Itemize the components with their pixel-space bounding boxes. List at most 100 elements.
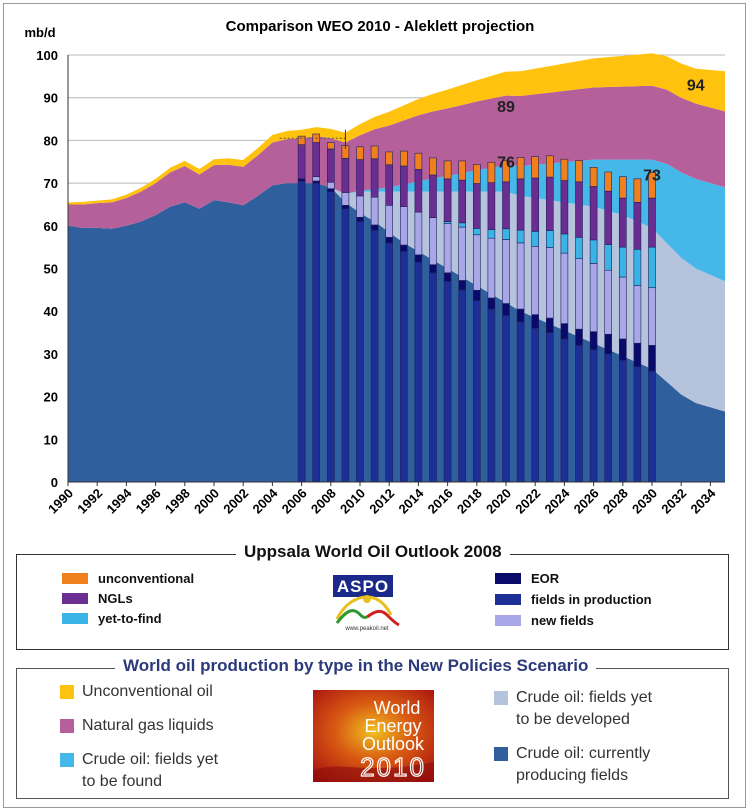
uwo-legend-title: Uppsala World Oil Outlook 2008: [236, 542, 510, 562]
weo-2010-logo: World Energy Outlook 2010: [313, 690, 434, 782]
x-tick-2016: 2016: [425, 486, 456, 517]
uwo-right-legend-item-0: EOR: [495, 571, 559, 586]
aspo-logo-text: ASPO: [337, 577, 389, 596]
uwo-bar-segment-0: [385, 242, 394, 483]
uwo-bar-segment-4: [414, 169, 423, 213]
uwo-bar-2008: [326, 142, 335, 483]
y-tick-70: 70: [44, 176, 58, 191]
uwo-bar-segment-5: [560, 158, 569, 181]
uwo-bar-2019: [487, 161, 496, 483]
uwo-left-legend-item-1: NGLs: [62, 591, 133, 606]
uwo-bar-segment-3: [458, 222, 467, 228]
uwo-bar-segment-2: [560, 252, 569, 324]
uwo-bar-segment-1: [531, 314, 540, 329]
uwo-left-legend-label-0: unconventional: [98, 571, 195, 586]
uwo-bar-segment-2: [326, 181, 335, 189]
weo-right-legend-label-1: Crude oil: currently producing fields: [516, 745, 651, 784]
weo-right-legend-label-0: Crude oil: fields yet to be developed: [516, 689, 653, 728]
uwo-bar-segment-1: [414, 254, 423, 263]
uwo-bar-segment-3: [575, 237, 583, 259]
uwo-left-legend-item-0: unconventional: [62, 571, 194, 586]
uwo-bar-segment-5: [633, 178, 642, 203]
uwo-bar-segment-1: [429, 264, 437, 274]
uwo-left-legend-swatch-2: [62, 613, 88, 624]
x-tick-2026: 2026: [571, 486, 602, 517]
uwo-bar-2020: [502, 160, 510, 483]
uwo-bar-segment-1: [516, 308, 525, 323]
uwo-bar-segment-0: [618, 360, 627, 483]
uwo-bar-segment-1: [341, 205, 350, 210]
weo-logo-line1: World: [374, 698, 421, 718]
uwo-bar-segment-3: [618, 246, 627, 278]
uwo-bar-2018: [472, 164, 481, 483]
uwo-bar-segment-4: [589, 186, 598, 241]
uwo-bar-2022: [531, 156, 540, 483]
y-tick-50: 50: [44, 262, 58, 277]
uwo-right-legend-label-2: new fields: [531, 613, 594, 628]
uwo-bar-segment-5: [458, 160, 467, 181]
x-tick-2034: 2034: [687, 485, 719, 517]
uwo-bar-segment-4: [516, 178, 525, 231]
uwo-bar-segment-1: [560, 323, 569, 340]
uwo-bar-segment-2: [312, 176, 321, 182]
uwo-bar-segment-5: [618, 176, 627, 199]
uwo-bar-segment-1: [545, 317, 554, 333]
weo-left-legend-swatch-2: [60, 753, 74, 767]
uwo-bar-segment-2: [443, 223, 452, 274]
annotations: 89 94 76 73: [497, 78, 705, 185]
uwo-bar-2014: [414, 152, 423, 483]
uwo-bar-segment-1: [648, 345, 656, 372]
uwo-bar-segment-1: [618, 338, 627, 361]
uwo-bar-segment-0: [545, 332, 554, 483]
y-tick-30: 30: [44, 347, 58, 362]
annotation-1: 94: [687, 78, 705, 95]
uwo-bar-segment-2: [341, 192, 350, 206]
weo-right-legend-swatch-1: [494, 747, 508, 761]
uwo-bar-segment-0: [370, 229, 379, 483]
uwo-bar-segment-1: [575, 328, 583, 346]
uwo-bar-segment-3: [531, 231, 540, 247]
weo-left-legend-item-2: Crude oil: fields yet to be found: [60, 749, 218, 793]
uwo-bar-segment-4: [560, 180, 569, 235]
uwo-bar-segment-5: [356, 146, 364, 160]
uwo-bar-segment-5: [648, 172, 656, 199]
uwo-bar-segment-4: [341, 158, 350, 193]
uwo-bar-2007: [312, 133, 321, 483]
uwo-bar-segment-1: [487, 297, 496, 310]
uwo-bar-segment-2: [370, 196, 379, 226]
uwo-bar-2023: [545, 155, 554, 483]
weo-left-legend-swatch-0: [60, 685, 74, 699]
x-tick-2028: 2028: [600, 486, 631, 517]
uwo-bar-segment-1: [633, 342, 642, 368]
uwo-bar-segment-2: [618, 276, 627, 340]
y-tick-10: 10: [44, 432, 58, 447]
uwo-right-legend-label-1: fields in production: [531, 592, 652, 607]
uwo-bar-segment-5: [429, 157, 437, 176]
uwo-bar-segment-4: [472, 183, 481, 229]
uwo-bar-2027: [604, 171, 613, 483]
uwo-bar-segment-0: [516, 321, 525, 483]
weo-left-legend-swatch-1: [60, 719, 74, 733]
uwo-bar-segment-1: [502, 303, 510, 316]
x-tick-2004: 2004: [249, 485, 281, 517]
uwo-bar-segment-3: [516, 229, 525, 244]
uwo-bar-2012: [385, 151, 394, 483]
uwo-bar-segment-4: [648, 197, 656, 248]
annotation-0: 89: [497, 99, 515, 116]
weo-legend-title: World oil production by type in the New …: [115, 656, 597, 676]
uwo-bar-2011: [370, 145, 379, 483]
uwo-bar-segment-2: [633, 285, 642, 344]
uwo-bar-segment-5: [326, 142, 335, 150]
y-tick-0: 0: [51, 475, 58, 490]
uwo-bar-2029: [633, 178, 642, 483]
uwo-bar-segment-5: [604, 171, 613, 192]
uwo-right-legend-item-2: new fields: [495, 613, 594, 628]
uwo-left-legend-swatch-1: [62, 593, 88, 604]
uwo-bar-segment-2: [531, 245, 540, 315]
weo-left-legend-item-0: Unconventional oil: [60, 681, 213, 703]
uwo-bar-segment-1: [356, 216, 364, 222]
uwo-bar-segment-4: [356, 159, 364, 197]
weo-area-4: [68, 53, 725, 205]
weo-right-legend-swatch-0: [494, 691, 508, 705]
uwo-bar-segment-4: [575, 181, 583, 238]
